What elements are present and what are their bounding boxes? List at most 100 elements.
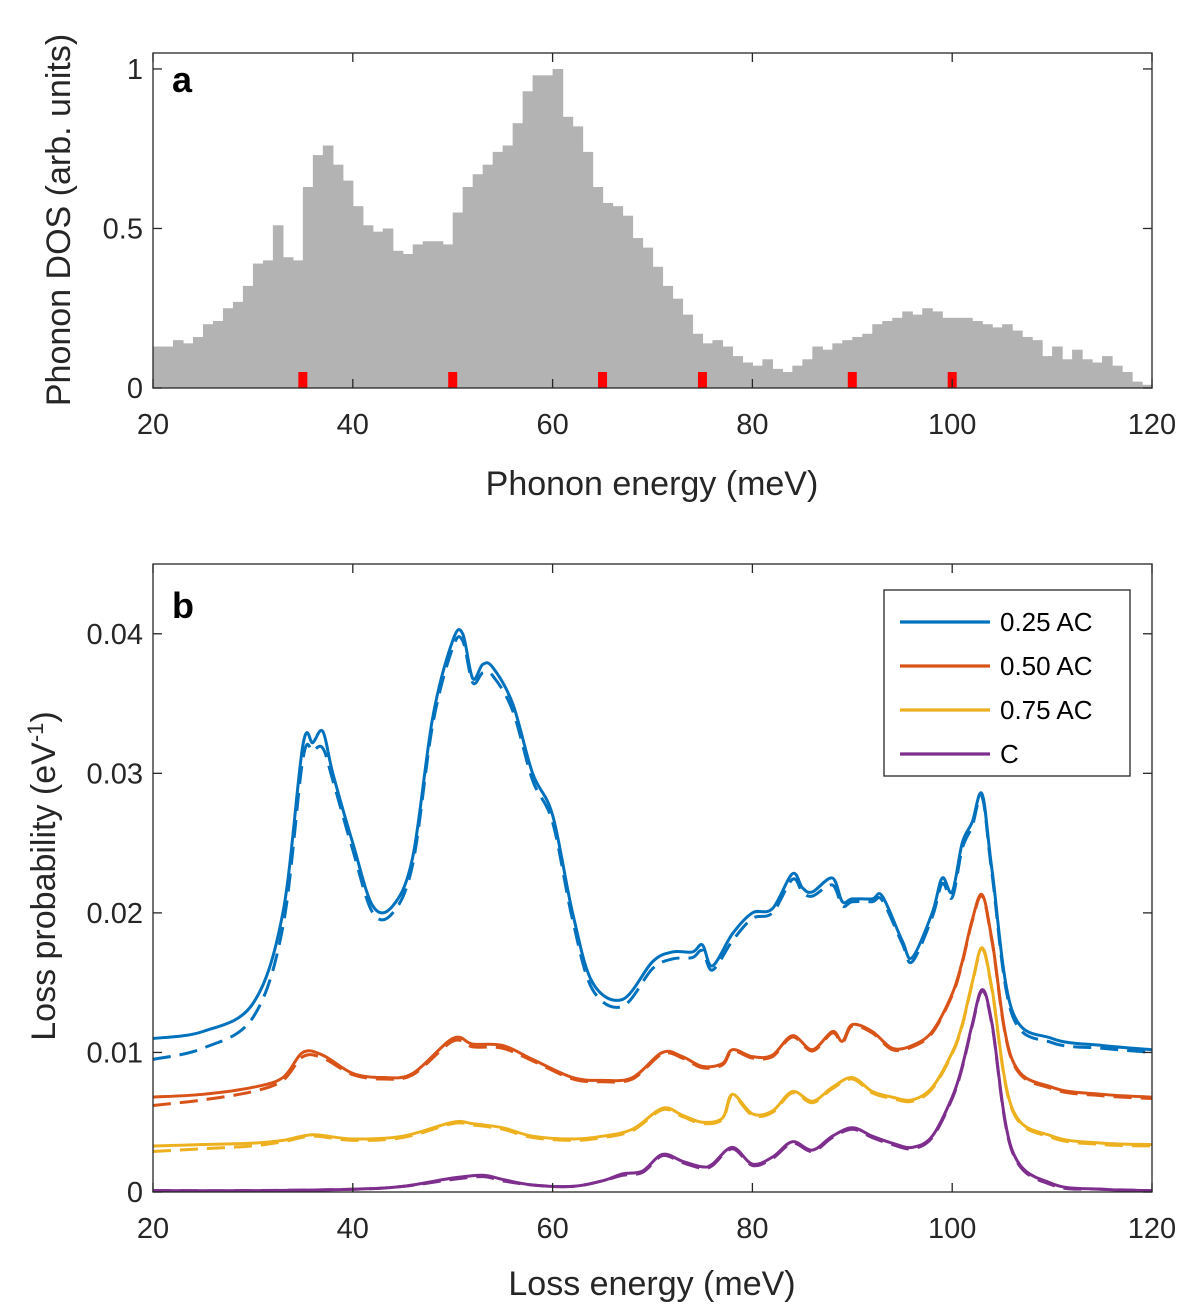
panel-a-ylabel: Phonon DOS (arb. units) — [40, 34, 78, 406]
dos-bar — [562, 116, 574, 389]
dos-bar — [882, 321, 893, 388]
dos-bar — [932, 311, 943, 388]
dos-bar — [982, 324, 993, 388]
phonon-marker — [298, 372, 308, 388]
dos-bar — [862, 333, 873, 388]
dos-bar — [1032, 340, 1043, 388]
dos-bar — [712, 340, 724, 388]
panel-a-dos-histogram: 20 40 60 80 100 120 0 0.5 1 a Phonon energy (meV… — [40, 34, 1176, 503]
dos-bar — [402, 254, 414, 388]
dos-bar — [752, 365, 763, 388]
dos-bar — [642, 247, 654, 388]
dos-bar — [742, 362, 753, 388]
dos-bar — [732, 356, 744, 388]
panel-b-axes-frame — [152, 563, 1153, 1193]
x-tick-label: 40 — [337, 409, 369, 441]
dos-bar — [722, 346, 734, 388]
dos-bar — [412, 244, 424, 388]
dos-bar — [332, 164, 344, 388]
dos-bar — [322, 145, 334, 388]
dos-bar — [232, 301, 244, 388]
dos-bar — [292, 260, 304, 388]
dos-bar — [1112, 365, 1123, 388]
dos-bar — [502, 145, 514, 388]
series-0-25-ac-dashed — [152, 635, 1153, 1061]
phonon-marker — [697, 372, 707, 388]
panel-b-loss-probability: 20 40 60 80 100 120 0 0.01 0.02 0.03 0.04 b Loss e… — [23, 563, 1176, 1303]
panel-b-ticks: 20 40 60 80 100 120 0 0.01 0.02 0.03 0.04 — [87, 564, 1176, 1245]
dos-bar — [472, 174, 484, 388]
y-tick-label: 0.04 — [87, 619, 143, 651]
dos-bar — [682, 314, 694, 388]
dos-bar — [382, 228, 394, 388]
panel-a-axes-frame — [152, 52, 1153, 389]
dos-bar — [212, 321, 224, 388]
series-c-solid — [152, 988, 1153, 1193]
panel-b-label: b — [172, 585, 194, 626]
dos-bar — [452, 212, 464, 388]
dos-bar — [1042, 356, 1053, 388]
dos-bar — [542, 75, 554, 388]
dos-bar — [532, 75, 544, 388]
x-tick-label: 20 — [137, 1213, 169, 1245]
dos-bar — [252, 263, 264, 388]
dos-bar — [622, 215, 634, 388]
dos-bar — [572, 126, 584, 388]
x-tick-label: 80 — [736, 1213, 768, 1245]
series-0-75-ac-dashed — [152, 947, 1153, 1154]
dos-bar — [262, 260, 274, 388]
dos-bar — [1012, 330, 1023, 388]
dos-bar — [302, 187, 314, 388]
dos-bar — [922, 308, 933, 388]
panel-a-xlabel: Phonon energy (meV) — [486, 465, 819, 503]
dos-bar — [952, 317, 963, 388]
dos-bars — [153, 68, 1153, 389]
x-tick-label: 20 — [137, 409, 169, 441]
x-tick-label: 60 — [536, 409, 568, 441]
dos-bar — [782, 372, 793, 388]
dos-bar — [282, 257, 294, 388]
dos-bar — [462, 187, 474, 388]
y-tick-label: 0 — [127, 373, 143, 405]
dos-bar — [1052, 346, 1063, 388]
dos-bar — [1132, 381, 1143, 388]
dos-bar — [992, 327, 1003, 388]
dos-bar — [672, 298, 684, 388]
series-0-75-ac-solid — [152, 946, 1153, 1148]
dos-bar — [153, 346, 164, 388]
y-tick-label: 0.03 — [87, 758, 143, 790]
dos-bar — [942, 317, 953, 388]
dos-bar — [222, 308, 234, 388]
dos-bar — [692, 333, 704, 388]
dos-bar — [792, 365, 803, 388]
dos-bar — [442, 244, 454, 388]
dos-bar — [372, 231, 384, 388]
dos-bar — [802, 359, 813, 388]
dos-bar — [552, 68, 564, 388]
dos-bar — [1092, 362, 1103, 388]
dos-bar — [832, 343, 843, 388]
dos-bar — [432, 241, 444, 388]
dos-bar — [422, 241, 434, 388]
dos-bar — [1072, 349, 1083, 388]
dos-bar — [582, 151, 594, 388]
panel-a-label: a — [172, 59, 193, 100]
dos-bar — [592, 187, 604, 388]
legend-entry-label: 0.75 AC — [1000, 695, 1093, 725]
phonon-marker — [847, 372, 857, 388]
panel-a-ticks: 20 40 60 80 100 120 0 0.5 1 — [103, 53, 1176, 441]
dos-bar — [812, 346, 823, 388]
series-0-50-ac-solid — [152, 892, 1153, 1099]
x-tick-label: 60 — [536, 1213, 568, 1245]
panel-b-ylabel: Loss probability (eV-1) — [23, 711, 64, 1041]
dos-bar — [192, 336, 204, 388]
panel-b-xlabel: Loss energy (meV) — [508, 1265, 795, 1303]
dos-bar — [522, 91, 534, 389]
dos-bar — [312, 155, 324, 388]
panel-b-ylabel-end: ) — [25, 711, 63, 722]
x-tick-label: 100 — [928, 409, 976, 441]
dos-bar — [512, 123, 524, 388]
dos-bar — [612, 206, 624, 388]
dos-bar — [772, 368, 783, 388]
